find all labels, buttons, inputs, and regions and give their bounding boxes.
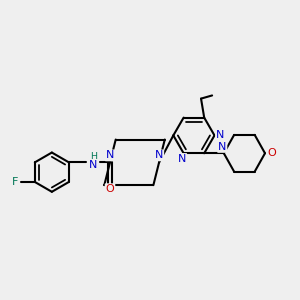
Text: N: N bbox=[89, 160, 98, 170]
Text: N: N bbox=[178, 154, 186, 164]
Text: N: N bbox=[155, 150, 163, 161]
Text: N: N bbox=[106, 150, 114, 161]
Text: F: F bbox=[12, 177, 18, 187]
Text: N: N bbox=[218, 142, 226, 152]
Text: O: O bbox=[106, 184, 114, 194]
Text: N: N bbox=[216, 130, 224, 140]
Text: O: O bbox=[267, 148, 276, 158]
Text: H: H bbox=[90, 152, 97, 161]
